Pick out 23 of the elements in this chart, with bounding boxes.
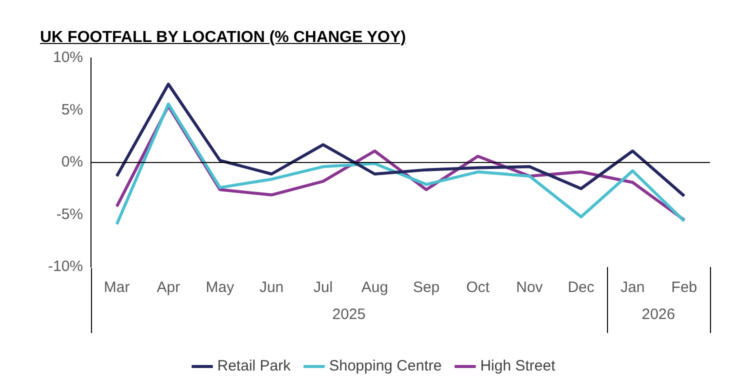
- x-tick-label: Oct: [466, 279, 490, 296]
- y-tick-label: 5%: [61, 101, 84, 118]
- legend-label: Retail Park: [217, 358, 292, 375]
- legend-label: Shopping Centre: [329, 358, 442, 375]
- legend-label: High Street: [480, 358, 556, 375]
- x-tick-label: Nov: [516, 279, 544, 296]
- y-tick-label: -5%: [56, 206, 84, 223]
- y-tick-label: 10%: [52, 49, 84, 66]
- x-tick-label: Sep: [412, 279, 440, 296]
- x-tick-label: Mar: [104, 279, 130, 296]
- x-tick-label: Apr: [156, 279, 180, 296]
- y-tick-label: 0%: [61, 154, 84, 171]
- x-tick-label: May: [206, 279, 235, 296]
- x-tick-label: Aug: [361, 279, 388, 296]
- y-tick-label: -10%: [48, 258, 84, 276]
- x-tick-label: Feb: [671, 279, 698, 296]
- x-tick-label: Jun: [259, 279, 284, 296]
- text: 2026: [642, 306, 676, 324]
- text: 2025: [332, 306, 366, 324]
- x-tick-label: Jan: [620, 279, 645, 296]
- x-tick-label: Jul: [314, 279, 333, 296]
- x-tick-label: Dec: [568, 279, 595, 296]
- chart-title: UK FOOTFALL BY LOCATION (% CHANGE YOY): [40, 29, 406, 47]
